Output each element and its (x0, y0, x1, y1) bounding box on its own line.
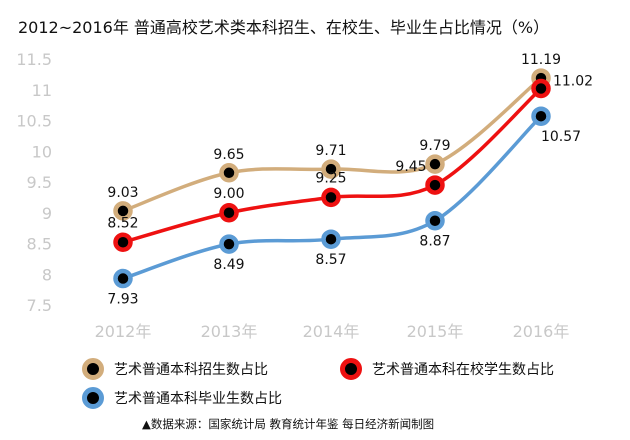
data-label: 9.79 (419, 138, 450, 154)
data-label: 8.57 (315, 252, 346, 268)
data-point (113, 232, 133, 253)
data-label: 9.45 (395, 159, 426, 175)
legend-marker-enrollment (82, 358, 104, 380)
legend-item-enrolled: 艺术普通本科在校学生数占比 (340, 358, 554, 380)
data-label: 10.57 (541, 129, 581, 145)
data-point (113, 201, 133, 221)
data-point (531, 78, 551, 99)
x-tick-label: 2014年 (303, 322, 360, 341)
data-label: 7.93 (107, 292, 138, 308)
y-tick-label: 10.5 (16, 112, 52, 131)
legend-label-enrolled: 艺术普通本科在校学生数占比 (372, 362, 554, 378)
data-label: 8.52 (107, 215, 138, 231)
legend-label-graduates: 艺术普通本科毕业生数占比 (114, 391, 282, 407)
legend-item-graduates: 艺术普通本科毕业生数占比 (82, 387, 282, 409)
y-tick-label: 10 (32, 142, 52, 161)
data-point (321, 229, 341, 249)
y-tick-label: 8.5 (27, 235, 52, 254)
data-point (321, 159, 341, 179)
y-tick-label: 11 (32, 81, 52, 100)
source-note: ▲数据来源：国家统计局 教育统计年鉴 每日经济新闻制图 (142, 417, 435, 431)
data-label: 11.02 (553, 74, 593, 90)
y-tick-label: 7.5 (27, 296, 52, 315)
y-tick-label: 8 (42, 265, 52, 284)
data-label: 8.49 (213, 257, 244, 273)
data-label: 9.03 (107, 185, 138, 201)
data-point (113, 268, 133, 289)
data-point (321, 187, 341, 208)
x-tick-label: 2012年 (95, 322, 152, 341)
y-tick-label: 9 (42, 204, 52, 223)
x-tick-label: 2015年 (407, 322, 464, 341)
data-label: 11.19 (521, 52, 561, 68)
data-label: 9.25 (315, 170, 346, 186)
data-point (425, 154, 445, 174)
data-label: 9.65 (213, 147, 244, 163)
legend-marker-enrolled (340, 358, 362, 380)
data-point (219, 163, 239, 183)
data-label: 9.00 (213, 186, 244, 202)
chart-title: 2012~2016年 普通高校艺术类本科招生、在校生、毕业生占比情况（%） (18, 18, 550, 37)
data-point (219, 203, 239, 223)
legend-marker-graduates (82, 387, 104, 409)
data-point (425, 175, 445, 195)
data-point (219, 234, 239, 254)
x-tick-label: 2016年 (513, 322, 570, 341)
legend-item-enrollment: 艺术普通本科招生数占比 (82, 358, 268, 380)
x-tick-label: 2013年 (201, 322, 258, 341)
legend-label-enrollment: 艺术普通本科招生数占比 (114, 362, 268, 378)
y-tick-label: 11.5 (16, 50, 52, 69)
data-label: 8.87 (419, 234, 450, 250)
data-point (425, 210, 445, 231)
data-point (531, 106, 551, 126)
data-label: 9.71 (315, 143, 346, 159)
y-tick-label: 9.5 (27, 173, 52, 192)
